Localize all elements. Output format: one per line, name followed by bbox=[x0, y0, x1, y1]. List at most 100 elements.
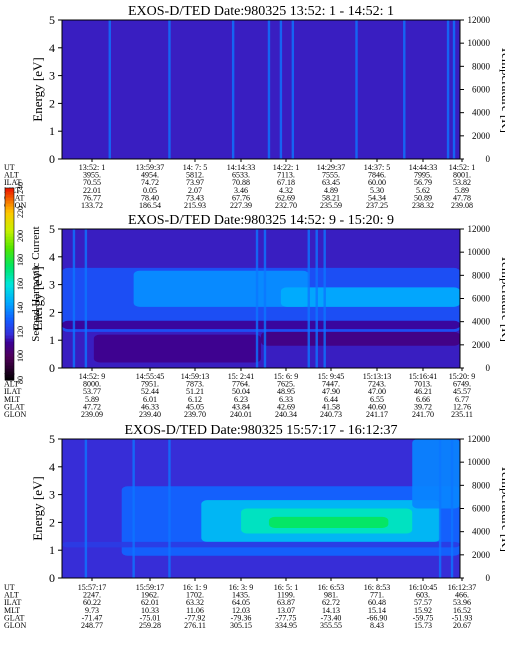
colorbar-cell bbox=[5, 281, 14, 285]
ephemeris-value: 46.21 bbox=[414, 387, 432, 396]
ephemeris-value: 240.01 bbox=[230, 410, 252, 419]
ephemeris-value: 6749. bbox=[453, 380, 471, 389]
colorbar-cell bbox=[5, 320, 14, 324]
energy-tick-label: 2 bbox=[49, 305, 55, 319]
heatmap-spike-1 bbox=[108, 20, 111, 159]
ephemeris-value: 57.57 bbox=[414, 598, 432, 607]
colorbar-cell bbox=[5, 248, 14, 252]
energy-tick-label: 2 bbox=[49, 515, 55, 529]
ephemeris-value: 15.73 bbox=[414, 621, 432, 630]
ephemeris-value: 40.60 bbox=[368, 402, 386, 411]
ephemeris-value: 47.78 bbox=[453, 193, 471, 202]
heatmap-spike-1 bbox=[84, 439, 88, 578]
ephemeris-value: 7995. bbox=[414, 171, 432, 180]
ephemeris-value: 1199. bbox=[277, 591, 295, 600]
colorbar-cell bbox=[5, 194, 14, 198]
ephemeris-value: 74.72 bbox=[141, 178, 159, 187]
colorbar-cell bbox=[5, 200, 14, 204]
ephemeris-value: 16: 6:53 bbox=[318, 583, 344, 592]
ephemeris-value: 41.58 bbox=[322, 402, 340, 411]
spectrogram-panel-1: EXOS-D/TED Date:980325 13:52: 1 - 14:52:… bbox=[4, 4, 505, 210]
ephemeris-value: 51.21 bbox=[186, 387, 204, 396]
ephemeris-value: 6533. bbox=[232, 171, 250, 180]
ephemeris-value: 15:57:17 bbox=[78, 583, 106, 592]
ephemeris-value: 70.55 bbox=[83, 178, 101, 187]
ephemeris-value: 334.95 bbox=[275, 621, 297, 630]
colorbar-tick-label: 160 bbox=[16, 278, 25, 290]
heatmap-band-5 bbox=[62, 541, 460, 548]
ephemeris-value: 43.84 bbox=[232, 402, 250, 411]
ephemeris-value: 7951. bbox=[141, 380, 159, 389]
ephemeris-value: 15.14 bbox=[368, 606, 386, 615]
colorbar-cell bbox=[5, 335, 14, 339]
ephemeris-value: 5812. bbox=[186, 171, 204, 180]
ephemeris-value: 63.45 bbox=[322, 178, 340, 187]
colorbar-cell bbox=[5, 266, 14, 270]
panel-title: EXOS-D/TED Date:980325 15:57:17 - 16:12:… bbox=[125, 423, 398, 438]
ephemeris-value: 54.34 bbox=[368, 193, 386, 202]
colorbar-tick-label: 120 bbox=[16, 326, 25, 338]
colorbar-cell bbox=[5, 317, 14, 321]
ephemeris-value: 20.67 bbox=[453, 621, 471, 630]
colorbar: 80 100 120 140 160 180 200 220 240 Second Harmoni… bbox=[4, 182, 42, 384]
colorbar-cell bbox=[5, 356, 14, 360]
ephemeris-value: 63.87 bbox=[277, 598, 295, 607]
heatmap-background bbox=[62, 20, 460, 159]
ephemeris-value: 15: 9:45 bbox=[318, 372, 344, 381]
temperature-tick-label: 12000 bbox=[468, 434, 491, 444]
ephemeris-value: 4.89 bbox=[324, 186, 338, 195]
colorbar-cell bbox=[5, 230, 14, 234]
colorbar-cell bbox=[5, 191, 14, 195]
colorbar-cell bbox=[5, 350, 14, 354]
ephemeris-value: 16: 8:53 bbox=[364, 583, 390, 592]
temperature-tick-label: 4000 bbox=[472, 108, 491, 118]
temperature-tick-label: 2000 bbox=[472, 340, 491, 350]
ephemeris-value: 603. bbox=[416, 591, 430, 600]
colorbar-cell bbox=[5, 371, 14, 375]
ephemeris-value: -77.92 bbox=[185, 613, 206, 622]
ephemeris-value: 67.18 bbox=[277, 178, 295, 187]
ephemeris-value: 7013. bbox=[414, 380, 432, 389]
ephemeris-value: 13:52: 1 bbox=[79, 163, 105, 172]
ephemeris-value: 238.32 bbox=[412, 201, 434, 210]
heatmap-spike-2 bbox=[168, 20, 171, 159]
ephemeris-value: 15:59:17 bbox=[136, 583, 164, 592]
ephemeris-value: 15: 2:41 bbox=[228, 372, 254, 381]
colorbar-cell bbox=[5, 353, 14, 357]
colorbar-label: Second Harmonic Current bbox=[30, 226, 42, 341]
ephemeris-value: 8001. bbox=[453, 171, 471, 180]
ephemeris-value: 16.52 bbox=[453, 606, 471, 615]
colorbar-cell bbox=[5, 233, 14, 237]
ephemeris-value: 16: 1: 9 bbox=[183, 583, 207, 592]
colorbar-cell bbox=[5, 197, 14, 201]
ephemeris-value: 6.44 bbox=[324, 395, 338, 404]
ephemeris-row-label: GLON bbox=[4, 410, 26, 419]
panel-title: EXOS-D/TED Date:980325 13:52: 1 - 14:52:… bbox=[128, 4, 394, 19]
colorbar-cell bbox=[5, 359, 14, 363]
ephemeris-value: -79.36 bbox=[231, 613, 252, 622]
colorbar-cell bbox=[5, 368, 14, 372]
ephemeris-value: 76.77 bbox=[83, 193, 101, 202]
energy-axis-label: Energy [eV] bbox=[30, 266, 45, 330]
colorbar-tick-label: 80 bbox=[16, 376, 25, 384]
ephemeris-value: 14:22: 1 bbox=[273, 163, 299, 172]
colorbar-cell bbox=[5, 374, 14, 378]
ephemeris-value: 6.33 bbox=[279, 395, 293, 404]
ephemeris-value: 237.25 bbox=[366, 201, 388, 210]
ephemeris-value: 60.48 bbox=[368, 598, 386, 607]
ephemeris-value: 53.82 bbox=[453, 178, 471, 187]
energy-tick-label: 3 bbox=[49, 69, 55, 83]
ephemeris-value: -75.01 bbox=[140, 613, 161, 622]
ephemeris-value: 239.70 bbox=[184, 410, 206, 419]
colorbar-cell bbox=[5, 263, 14, 267]
ephemeris-value: 227.39 bbox=[230, 201, 252, 210]
ephemeris-value: 7243. bbox=[368, 380, 386, 389]
heatmap-spike-1 bbox=[72, 229, 76, 368]
heatmap-spike-4 bbox=[267, 20, 271, 159]
temperature-tick-label: 8000 bbox=[472, 270, 491, 280]
temperature-tick-label: 12000 bbox=[468, 15, 491, 25]
ephemeris-value: 240.73 bbox=[320, 410, 342, 419]
colorbar-cell bbox=[5, 239, 14, 243]
ephemeris-value: -59.75 bbox=[413, 613, 434, 622]
ephemeris-value: 7873. bbox=[186, 380, 204, 389]
